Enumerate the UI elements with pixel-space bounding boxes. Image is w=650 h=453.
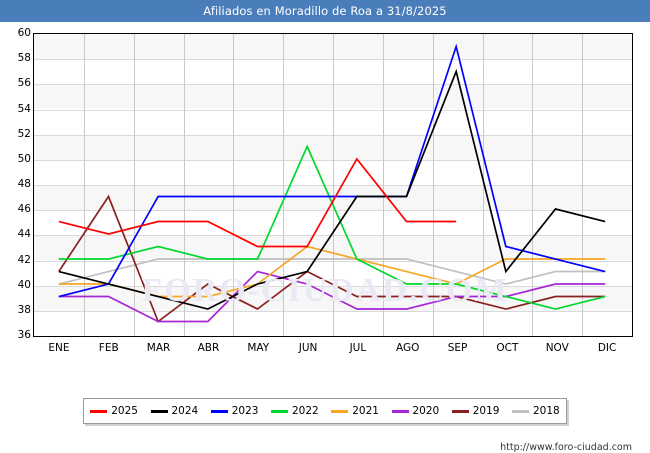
series-line-2018	[58, 258, 606, 285]
legend-swatch-icon	[451, 409, 469, 413]
legend-item-2023[interactable]: 2023	[210, 405, 259, 417]
gridline-vertical	[133, 34, 135, 336]
series-line-2021	[58, 245, 606, 298]
legend-item-label: 2023	[231, 405, 259, 417]
y-axis-tick-label: 44	[17, 228, 31, 241]
legend-item-2021[interactable]: 2021	[331, 405, 379, 417]
legend-item-2022[interactable]: 2022	[271, 405, 319, 417]
x-axis-tick-label: ABR	[197, 342, 220, 354]
gridline-vertical	[382, 34, 384, 336]
y-axis: 36 38 40 42 44 46 48 50 52 54 56 58 60	[0, 22, 31, 348]
gridline-vertical	[83, 34, 85, 336]
y-axis-tick-label: 36	[17, 329, 31, 341]
legend-item-label: 2025	[111, 405, 138, 417]
series-line-2025	[58, 157, 457, 248]
legend-item-2020[interactable]: 2020	[391, 405, 440, 417]
gridline-vertical	[532, 34, 534, 336]
legend-item-label: 2021	[352, 405, 379, 417]
series-line-2024	[58, 68, 606, 310]
series-line-2020	[58, 270, 606, 323]
gridline-vertical	[333, 34, 334, 336]
legend-swatch-icon	[512, 409, 529, 413]
x-axis-tick-label: AGO	[396, 342, 420, 354]
x-axis-tick-label: ENE	[48, 342, 70, 354]
y-axis-tick-label: 56	[17, 77, 31, 90]
legend-item-label: 2019	[472, 405, 500, 417]
y-axis-tick-label: 60	[17, 27, 31, 39]
x-axis-tick-label: MAR	[146, 342, 171, 354]
legend-swatch-icon	[391, 409, 409, 413]
y-axis-tick-label: 50	[17, 152, 31, 165]
footer-url: http://www.foro-ciudad.com	[500, 442, 632, 453]
gridline-vertical	[482, 34, 484, 336]
x-axis-tick-label: OCT	[496, 342, 519, 354]
legend-swatch-icon	[331, 409, 349, 413]
legend-swatch-icon	[271, 409, 288, 413]
legend-item-2025[interactable]: 2025	[90, 405, 138, 417]
y-axis-tick-label: 52	[17, 127, 31, 140]
legend-swatch-icon	[90, 409, 108, 413]
y-axis-tick-label: 54	[17, 102, 31, 115]
legend-item-2019[interactable]: 2019	[451, 405, 500, 417]
series-lines	[58, 43, 606, 323]
x-axis-tick-label: JUN	[298, 342, 318, 354]
legend-swatch-icon	[150, 409, 168, 413]
x-axis-tick-label: JUL	[349, 342, 367, 354]
y-axis-tick-label: 58	[17, 52, 31, 65]
gridline-vertical	[233, 34, 235, 336]
legend-swatch-icon	[210, 409, 228, 413]
x-axis-tick-label: FEB	[98, 342, 119, 354]
x-axis-tick-label: SEP	[447, 342, 468, 354]
y-axis-tick-label: 40	[17, 278, 31, 291]
window-titlebar: Afiliados en Moradillo de Roa a 31/8/202…	[0, 0, 650, 22]
gridline-vertical	[582, 34, 584, 336]
y-axis-tick-label: 46	[17, 203, 31, 216]
legend-item-label: 2024	[171, 405, 199, 417]
legend-item-label: 2022	[292, 405, 319, 417]
y-axis-tick-label: 42	[17, 253, 31, 266]
series-line-2023	[58, 43, 606, 298]
y-axis-tick-label: 48	[17, 178, 31, 190]
gridline-vertical	[183, 34, 185, 336]
chart-area: 36 38 40 42 44 46 48 50 52 54 56 58 60 FORO-CIUDAD.C…	[0, 22, 650, 453]
chart-legend: 2025 2024 2023 2022 2021 2020 2019 2018	[83, 398, 567, 424]
y-axis-tick-label: 38	[17, 303, 31, 316]
legend-item-label: 2020	[412, 405, 440, 417]
series-line-2019	[58, 194, 606, 323]
legend-item-2018[interactable]: 2018	[512, 405, 560, 417]
gridline-vertical	[283, 34, 285, 336]
page-title: Afiliados en Moradillo de Roa a 31/8/202…	[203, 4, 447, 18]
legend-item-2024[interactable]: 2024	[150, 405, 199, 417]
gridline-vertical	[432, 34, 434, 336]
plot-area	[33, 33, 633, 337]
x-axis-tick-label: MAY	[247, 342, 270, 354]
legend-item-label: 2018	[533, 405, 560, 417]
x-axis-tick-label: NOV	[545, 342, 569, 354]
x-axis-tick-label: DIC	[597, 342, 617, 354]
